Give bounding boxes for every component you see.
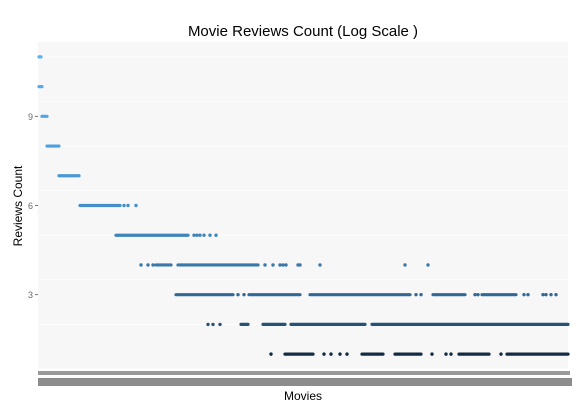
y-tick-label: 3 (28, 290, 33, 300)
data-point-run (174, 293, 235, 297)
data-point (318, 263, 322, 267)
data-point-run (480, 293, 518, 297)
data-point (554, 292, 558, 297)
data-point (236, 292, 240, 297)
data-point (242, 292, 246, 297)
data-point-run (308, 293, 412, 297)
data-point (139, 263, 143, 267)
data-point (214, 233, 218, 237)
data-point (444, 352, 448, 356)
y-tick-label: 6 (28, 201, 33, 211)
data-point (345, 352, 349, 356)
data-point-run (360, 352, 385, 356)
data-point (476, 292, 480, 297)
x-tick-labels-band-lower (38, 378, 572, 386)
data-point-run (393, 352, 423, 356)
data-point-run (289, 322, 367, 327)
data-point (329, 352, 333, 356)
data-point-run (57, 174, 81, 178)
data-point (122, 203, 126, 208)
data-point (526, 292, 530, 297)
data-point (403, 263, 407, 267)
data-point-run (239, 322, 250, 327)
data-point (298, 263, 302, 267)
data-point-run (176, 263, 260, 267)
data-point (426, 263, 430, 267)
data-point (195, 233, 199, 237)
data-point (499, 352, 503, 356)
data-point (419, 292, 423, 297)
y-tick-label: 9 (28, 112, 33, 122)
chart-title: Movie Reviews Count (Log Scale ) (188, 23, 418, 40)
data-point-run (283, 352, 315, 356)
data-point-run (114, 233, 190, 237)
x-axis-labels-band (38, 371, 572, 386)
data-point (134, 203, 138, 208)
data-point-run (370, 322, 570, 327)
data-point (549, 292, 553, 297)
data-point (544, 292, 548, 297)
data-point (126, 203, 130, 208)
data-point (269, 352, 273, 356)
data-point-run (40, 114, 49, 118)
data-point (278, 263, 282, 267)
data-point (322, 352, 326, 356)
data-point (202, 233, 206, 237)
x-tick-labels-band-upper (38, 371, 570, 375)
data-point-run (457, 352, 491, 356)
data-point (430, 352, 434, 356)
data-points (37, 55, 570, 356)
data-point (263, 263, 267, 267)
data-point (146, 263, 150, 267)
data-point-run (37, 55, 43, 59)
data-point (414, 292, 418, 297)
data-point (541, 292, 545, 297)
data-point (192, 233, 196, 237)
data-point-run (78, 203, 122, 208)
data-point (211, 322, 215, 327)
data-point (218, 322, 222, 327)
data-point (208, 233, 212, 237)
data-point-run (261, 322, 287, 327)
data-point-run (45, 144, 61, 148)
data-point (284, 263, 288, 267)
data-point (449, 352, 453, 356)
data-point (151, 263, 155, 267)
data-point (281, 263, 285, 267)
data-point-run (154, 263, 173, 267)
data-point (522, 292, 526, 297)
data-point-run (247, 293, 302, 297)
data-point (338, 352, 342, 356)
data-point (473, 292, 477, 297)
y-axis-ticks: 3 6 9 (28, 112, 38, 300)
data-point-run (431, 293, 467, 297)
data-point (206, 322, 210, 327)
x-axis-label: Movies (284, 389, 322, 403)
data-point (198, 233, 202, 237)
data-point-run (37, 84, 44, 89)
data-point-run (505, 352, 570, 356)
data-point (271, 263, 275, 267)
y-axis-label: Reviews Count (11, 165, 25, 246)
